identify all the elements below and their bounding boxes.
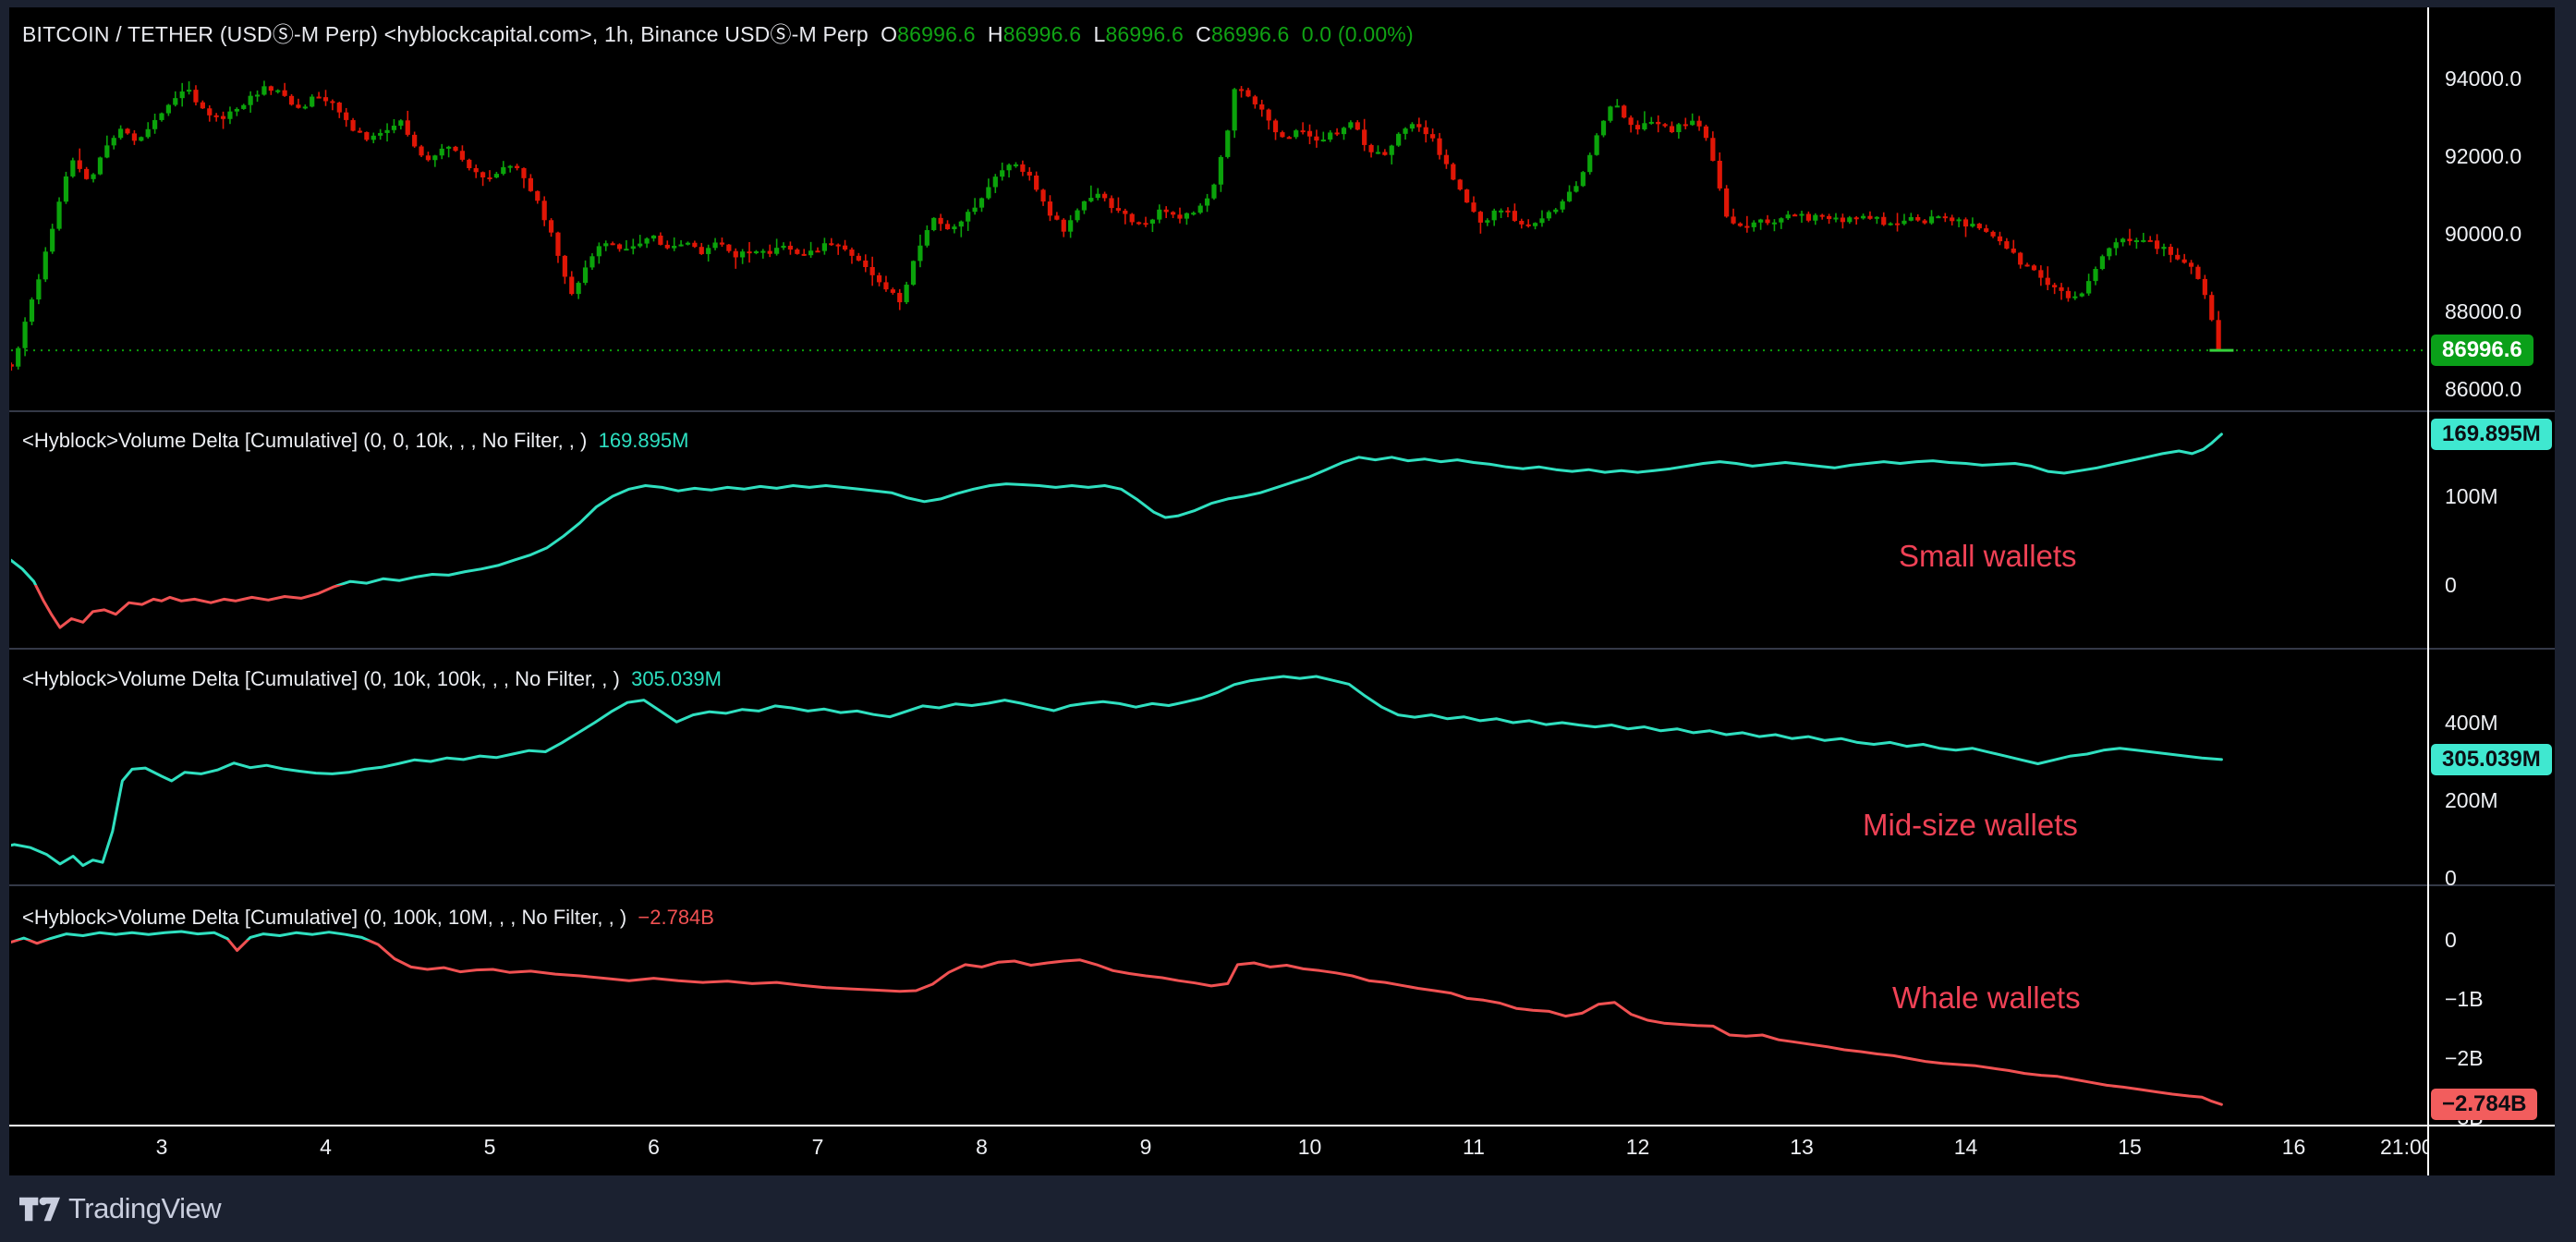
symbol-legend[interactable]: BITCOIN / TETHER (USDⓈ-M Perp) <hyblockc… xyxy=(22,17,1414,48)
time-label-8: 8 xyxy=(976,1135,988,1159)
time-label-16: 16 xyxy=(2281,1135,2306,1159)
indicator-legend-mid-wallets[interactable]: <Hyblock>Volume Delta [Cumulative] (0, 1… xyxy=(22,667,722,690)
time-label-5: 5 xyxy=(483,1135,496,1159)
time-label-12: 12 xyxy=(1625,1135,1650,1159)
whale-wallets-delta-value-badge: −2.784B xyxy=(2431,1089,2538,1121)
time-label-9: 9 xyxy=(1139,1135,1152,1159)
price-tick-small-wallets-delta-100M: 100M xyxy=(2445,484,2498,508)
time-label-last: 21:00 xyxy=(2380,1135,2428,1159)
change-value: 0.0 (0.00%) xyxy=(1301,22,1414,46)
annotation-small-wallets[interactable]: Small wallets xyxy=(1899,539,2077,573)
time-label-6: 6 xyxy=(648,1135,660,1159)
tradingview-brand[interactable]: TradingView xyxy=(19,1192,222,1225)
price-tick-whale-wallets-delta-0: 0 xyxy=(2445,928,2457,952)
pane-separator-2[interactable] xyxy=(9,648,2555,650)
price-tick-whale-wallets-delta-−1B: −1B xyxy=(2445,987,2484,1011)
symbol-title: BITCOIN / TETHER (USDⓈ-M Perp) <hyblockc… xyxy=(22,22,869,46)
time-axis-border xyxy=(9,1125,2555,1126)
time-label-14: 14 xyxy=(1953,1135,1978,1159)
mid-size-wallets-delta-value-badge: 305.039M xyxy=(2431,743,2552,775)
ohlc-values: O86996.6 H86996.6 L86996.6 C86996.6 0.0 … xyxy=(881,22,1414,46)
brand-text: TradingView xyxy=(68,1192,222,1224)
time-label-11: 11 xyxy=(1463,1135,1485,1159)
time-label-7: 7 xyxy=(811,1135,824,1159)
small-wallets-delta-value-badge: 169.895M xyxy=(2431,418,2552,450)
indicator-value: 305.039M xyxy=(631,667,722,690)
chart-canvas[interactable] xyxy=(9,7,2555,1175)
price-scale-border xyxy=(2427,7,2429,1175)
price-tick-btc-price-88000.0: 88000.0 xyxy=(2445,299,2522,323)
price-tick-whale-wallets-delta-−2B: −2B xyxy=(2445,1046,2484,1070)
time-label-15: 15 xyxy=(2118,1135,2142,1159)
price-tick-small-wallets-delta-0: 0 xyxy=(2445,573,2457,597)
price-tick-mid-size-wallets-delta-400M: 400M xyxy=(2445,711,2498,735)
btc-price-value-badge: 86996.6 xyxy=(2431,335,2533,367)
price-tick-btc-price-86000.0: 86000.0 xyxy=(2445,377,2522,401)
indicator-legend-small-wallets[interactable]: <Hyblock>Volume Delta [Cumulative] (0, 0… xyxy=(22,429,689,452)
price-tick-mid-size-wallets-delta-200M: 200M xyxy=(2445,788,2498,812)
time-label-10: 10 xyxy=(1297,1135,1322,1159)
indicator-legend-whale-wallets[interactable]: <Hyblock>Volume Delta [Cumulative] (0, 1… xyxy=(22,906,714,929)
tradingview-logo-icon xyxy=(19,1197,60,1221)
time-label-13: 13 xyxy=(1790,1135,1814,1159)
annotation-whale-wallets[interactable]: Whale wallets xyxy=(1892,980,2081,1015)
time-label-3: 3 xyxy=(155,1135,168,1159)
time-label-4: 4 xyxy=(320,1135,332,1159)
annotation-mid-size-wallets[interactable]: Mid-size wallets xyxy=(1863,808,2078,842)
pane-separator-3[interactable] xyxy=(9,884,2555,886)
price-tick-btc-price-94000.0: 94000.0 xyxy=(2445,67,2522,91)
price-tick-btc-price-90000.0: 90000.0 xyxy=(2445,222,2522,246)
price-tick-btc-price-92000.0: 92000.0 xyxy=(2445,144,2522,168)
pane-separator-1[interactable] xyxy=(9,410,2555,412)
indicator-value: 169.895M xyxy=(598,429,689,452)
indicator-value: −2.784B xyxy=(638,906,714,929)
price-tick-mid-size-wallets-delta-0: 0 xyxy=(2445,866,2457,890)
